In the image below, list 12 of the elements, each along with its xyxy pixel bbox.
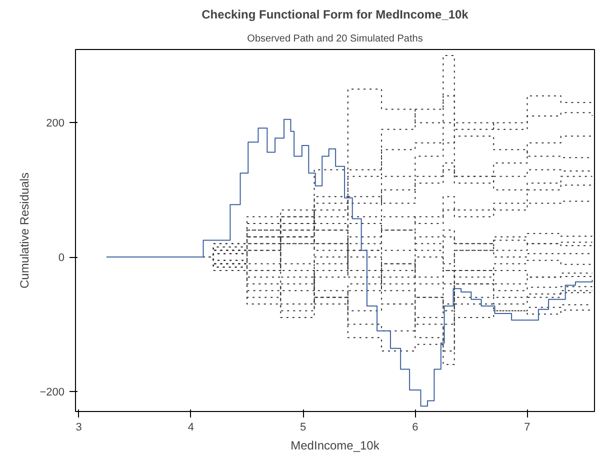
y-tick-label: 0: [58, 252, 65, 264]
chart-subtitle: Observed Path and 20 Simulated Paths: [247, 34, 423, 44]
y-axis-title: Cumulative Residuals: [18, 172, 32, 289]
x-tick-label: 7: [524, 422, 530, 434]
x-tick-label: 4: [188, 422, 194, 434]
x-axis-title: MedIncome_10k: [290, 438, 380, 452]
y-tick-label: −200: [40, 386, 65, 398]
x-tick-label: 5: [300, 422, 306, 434]
chart-title: Checking Functional Form for MedIncome_10k: [202, 8, 469, 22]
x-tick-label: 3: [76, 422, 82, 434]
x-tick-label: 6: [412, 422, 418, 434]
y-tick-label: 200: [46, 118, 65, 130]
